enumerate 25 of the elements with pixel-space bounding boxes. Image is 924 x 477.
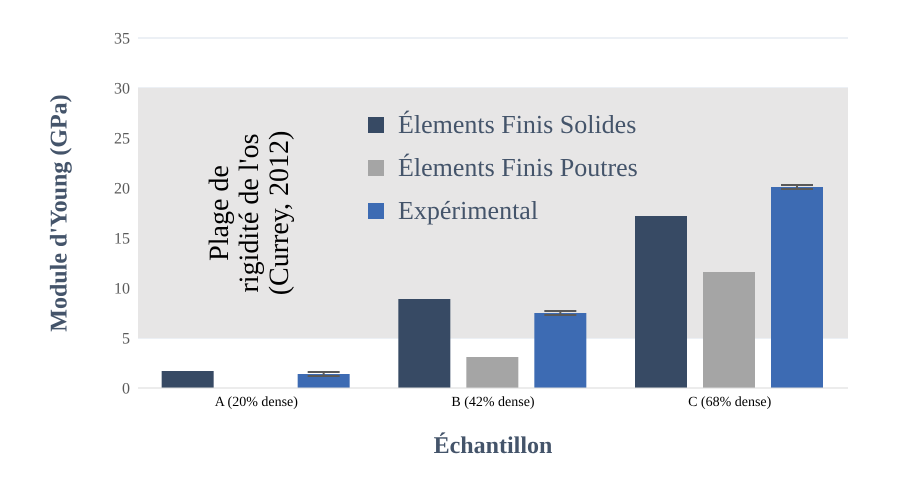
bar bbox=[771, 187, 823, 388]
y-tick-label: 0 bbox=[122, 380, 130, 398]
y-axis-title: Module d'Young (GPa) bbox=[46, 94, 73, 332]
x-tick-label: C (68% dense) bbox=[688, 394, 772, 410]
bar bbox=[635, 216, 687, 388]
x-tick-label: B (42% dense) bbox=[451, 394, 535, 410]
bar bbox=[466, 357, 518, 388]
bar bbox=[398, 299, 450, 388]
y-tick-label: 25 bbox=[114, 130, 130, 148]
legend-label: Élements Finis Poutres bbox=[398, 152, 638, 182]
bar bbox=[298, 374, 350, 388]
legend-label: Élements Finis Solides bbox=[398, 110, 636, 140]
bar bbox=[162, 371, 214, 388]
y-tick-label: 35 bbox=[114, 30, 130, 48]
bar bbox=[534, 313, 586, 388]
y-tick-label: 15 bbox=[114, 230, 130, 248]
y-tick-label: 30 bbox=[114, 80, 130, 98]
legend-label: Expérimental bbox=[398, 196, 538, 226]
x-axis-title: Échantillon bbox=[434, 432, 552, 459]
y-tick-label: 20 bbox=[114, 180, 130, 198]
band-label: Plage de rigidité de l'os (Currey, 2012) bbox=[204, 130, 295, 296]
x-tick-label: A (20% dense) bbox=[214, 394, 298, 410]
y-tick-label: 10 bbox=[114, 280, 130, 298]
y-tick-label: 5 bbox=[122, 330, 130, 348]
bar bbox=[703, 272, 755, 388]
